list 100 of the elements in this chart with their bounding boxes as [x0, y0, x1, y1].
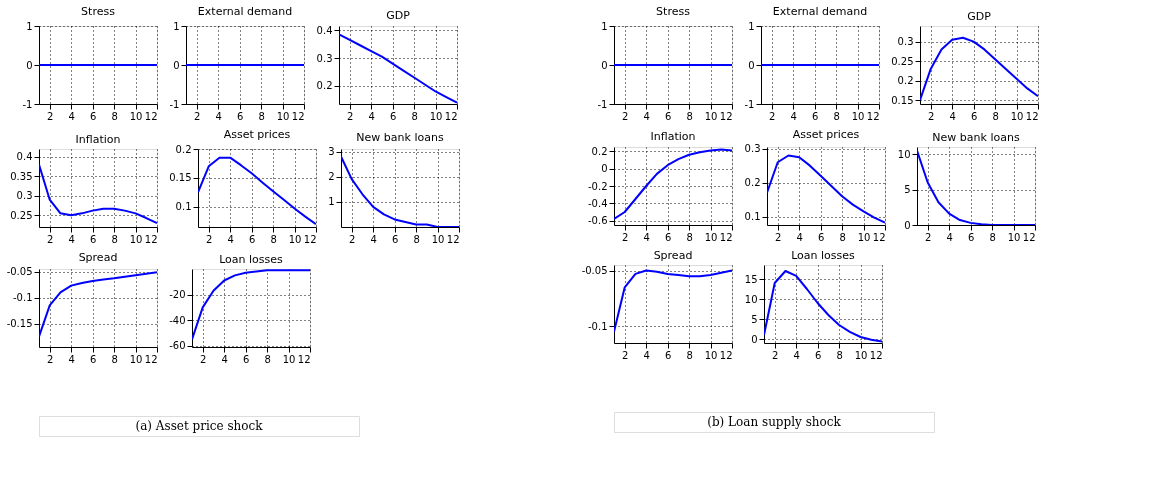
- x-tick-label: 12: [291, 110, 305, 122]
- y-tick-label: 0.15: [891, 94, 914, 106]
- y-tick-label: 15: [744, 273, 758, 285]
- x-tick-label: 10: [431, 233, 445, 245]
- x-tick-label: 4: [949, 110, 956, 122]
- x-tick-label: 4: [370, 233, 377, 245]
- y-tick-label: 2: [328, 171, 335, 183]
- chart-title: Spread: [78, 250, 118, 264]
- x-tick-label: 8: [264, 353, 271, 365]
- x-tick-label: 10: [129, 233, 143, 245]
- y-tick-label: 0: [751, 333, 758, 345]
- x-tick-label: 6: [89, 233, 97, 245]
- x-tick-label: 2: [622, 349, 629, 361]
- chart-title: External demand: [772, 5, 868, 18]
- y-tick-label: -0.05: [6, 266, 33, 278]
- x-tick-label: 6: [817, 231, 825, 243]
- x-tick-label: 2: [47, 110, 54, 122]
- x-tick-label: 2: [347, 110, 354, 122]
- x-tick-label: 8: [111, 353, 118, 365]
- x-tick-label: 2: [622, 110, 629, 122]
- y-tick-label: 0.2: [744, 177, 761, 189]
- x-tick-label: 2: [622, 231, 629, 243]
- x-tick-label: 8: [989, 231, 996, 243]
- y-tick-label: -0.1: [587, 320, 608, 332]
- y-tick-label: 0: [601, 163, 608, 175]
- x-tick-label: 12: [719, 110, 733, 122]
- x-tick-label: 8: [839, 231, 846, 243]
- x-tick-label: 2: [206, 233, 213, 245]
- x-tick-label: 10: [1010, 110, 1024, 122]
- x-tick-label: 6: [248, 233, 256, 245]
- x-tick-label: 2: [47, 233, 54, 245]
- chart-title: Stress: [81, 5, 116, 18]
- y-tick-label: -0.6: [587, 215, 608, 227]
- x-tick-label: 8: [686, 110, 693, 122]
- x-tick-label: 6: [970, 110, 978, 122]
- x-tick-label: 4: [643, 231, 650, 243]
- chart-title: GDP: [386, 9, 411, 23]
- x-tick-label: 4: [796, 231, 803, 243]
- y-tick-label: -0.15: [6, 318, 33, 330]
- y-tick-label: 0: [601, 59, 608, 71]
- x-tick-label: 10: [704, 110, 718, 122]
- x-tick-label: 2: [194, 110, 201, 122]
- chart-title: New bank loans: [356, 130, 444, 144]
- y-tick-label: 0.3: [744, 143, 761, 155]
- x-tick-label: 10: [282, 353, 296, 365]
- x-tick-label: 4: [227, 233, 234, 245]
- chart-title: Inflation: [650, 130, 696, 144]
- x-tick-label: 12: [719, 231, 733, 243]
- text: (a) Asset price shock: [135, 419, 264, 433]
- y-tick-label: 0.4: [16, 151, 33, 163]
- x-tick-label: 4: [68, 353, 75, 365]
- x-tick-label: 6: [89, 353, 97, 365]
- y-tick-label: 0.1: [175, 201, 192, 213]
- y-tick-label: -1: [744, 98, 755, 110]
- x-tick-label: 10: [851, 110, 865, 122]
- x-tick-label: 6: [967, 231, 975, 243]
- y-tick-label: 0.2: [591, 145, 608, 157]
- chart-title: Asset prices: [223, 128, 291, 141]
- y-tick-label: 0.4: [316, 24, 333, 36]
- y-tick-label: 0.3: [16, 190, 33, 202]
- x-tick-label: 8: [992, 110, 999, 122]
- line-series: [192, 269, 310, 341]
- x-tick-label: 10: [854, 349, 868, 361]
- x-tick-label: 8: [413, 233, 420, 245]
- x-tick-label: 6: [236, 110, 244, 122]
- x-tick-label: 10: [129, 110, 143, 122]
- x-tick-label: 6: [89, 110, 97, 122]
- y-tick-label: -0.05: [581, 265, 608, 277]
- x-tick-label: 8: [836, 349, 843, 361]
- y-tick-label: 10: [897, 148, 911, 160]
- x-tick-label: 4: [368, 110, 375, 122]
- chart-title: Stress: [656, 5, 691, 18]
- x-tick-label: 10: [129, 353, 143, 365]
- y-tick-label: 0.35: [10, 170, 33, 182]
- y-tick-label: 0.1: [744, 211, 761, 223]
- y-tick-label: 0: [173, 59, 180, 71]
- x-tick-label: 4: [790, 110, 797, 122]
- x-tick-label: 12: [297, 353, 311, 365]
- x-tick-label: 4: [68, 233, 75, 245]
- y-tick-label: -1: [22, 98, 33, 110]
- y-tick-label: -1: [169, 98, 180, 110]
- x-tick-label: 12: [1025, 110, 1039, 122]
- y-tick-label: 0.25: [891, 55, 914, 67]
- y-tick-label: -60: [169, 340, 186, 352]
- x-tick-label: 12: [446, 233, 460, 245]
- x-tick-label: 2: [47, 353, 54, 365]
- x-tick-label: 12: [1022, 231, 1036, 243]
- x-tick-label: 4: [946, 231, 953, 243]
- y-tick-label: 1: [601, 20, 608, 32]
- x-tick-label: 10: [288, 233, 302, 245]
- y-tick-label: 1: [173, 20, 180, 32]
- x-tick-label: 4: [643, 349, 650, 361]
- x-tick-label: 12: [719, 349, 733, 361]
- x-tick-label: 8: [111, 110, 118, 122]
- x-tick-label: 10: [429, 110, 443, 122]
- x-tick-label: 12: [144, 110, 158, 122]
- chart-title: Inflation: [75, 133, 121, 146]
- y-tick-label: -0.1: [12, 292, 33, 304]
- x-tick-label: 8: [833, 110, 840, 122]
- x-tick-label: 10: [1007, 231, 1021, 243]
